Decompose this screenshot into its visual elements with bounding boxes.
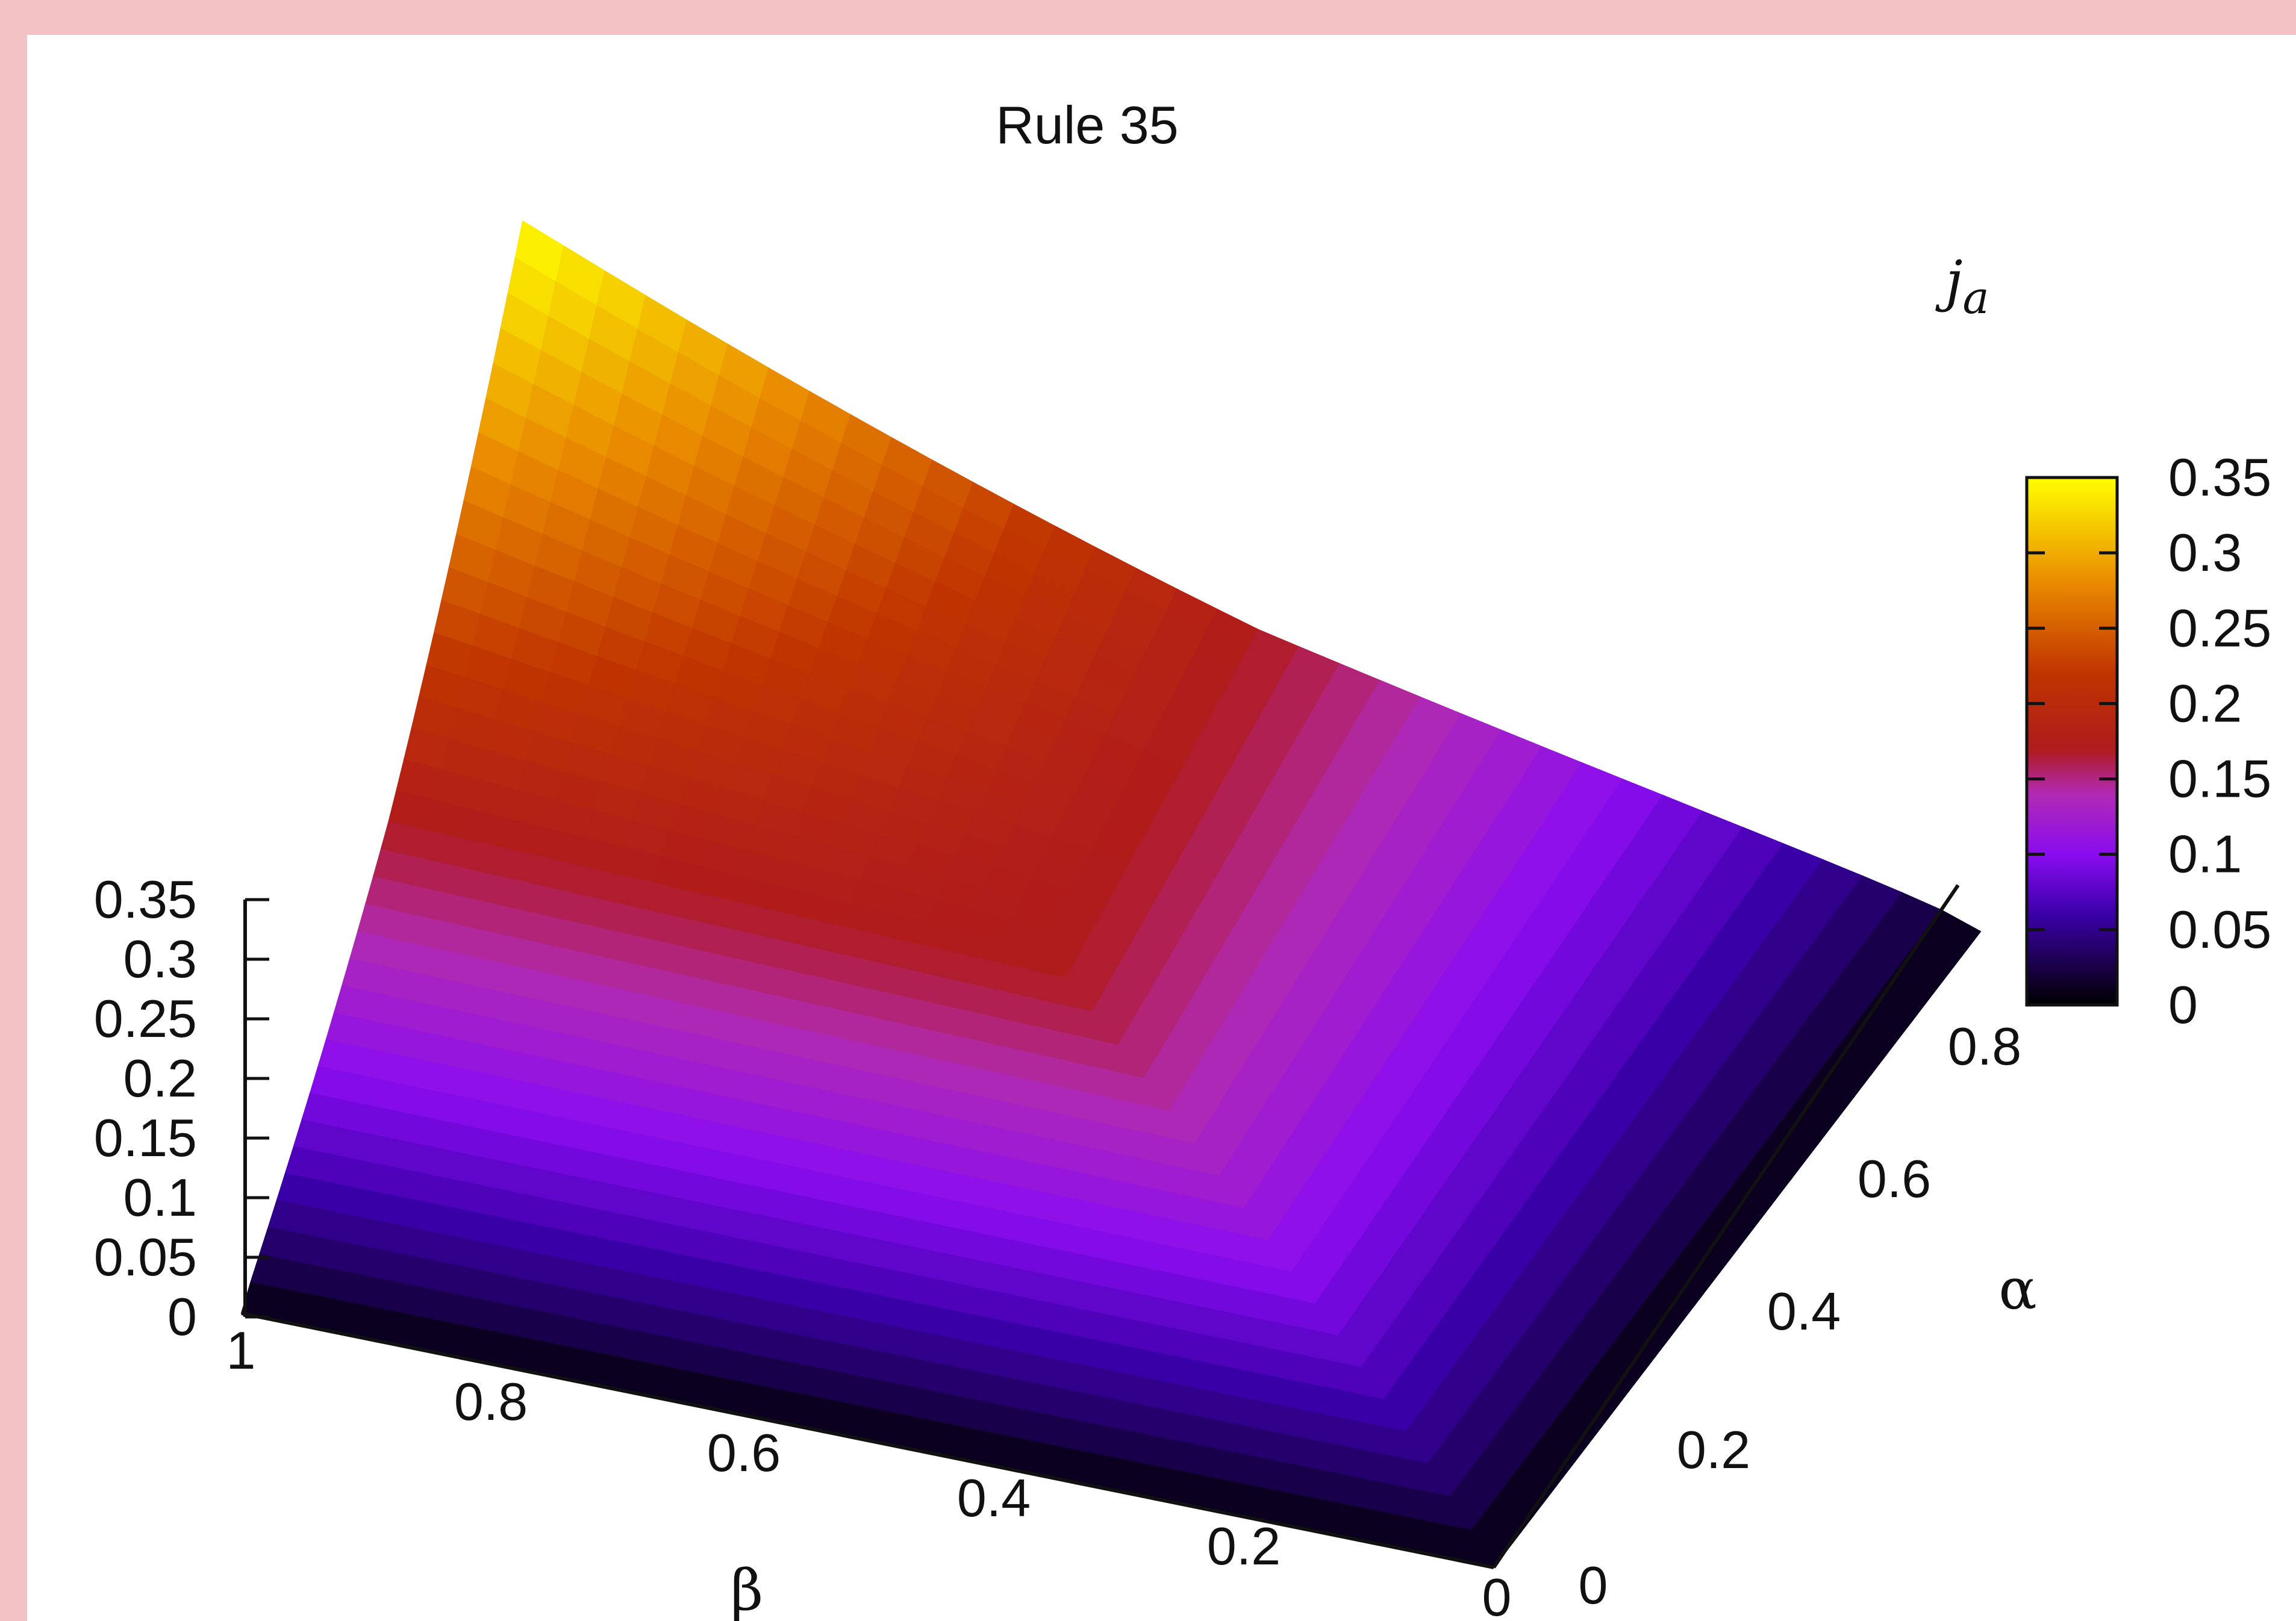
chart-canvas: Rule 35 10.80.60.40.2000.20.40.60.8100.0…	[27, 35, 2296, 1621]
z-tick-label: 0.25	[94, 989, 197, 1048]
x-tick-label: 0.8	[454, 1372, 528, 1431]
x-tick-label: 0	[1482, 1567, 1512, 1621]
y-tick-label: 0.4	[1767, 1281, 1841, 1341]
surface	[240, 220, 1982, 1569]
colorbar-gradient	[2025, 476, 2119, 1007]
x-tick-label: 1	[226, 1321, 256, 1380]
y-tick-label: 0.6	[1858, 1149, 1931, 1209]
colorbar-label: 0.2	[2168, 673, 2242, 733]
z-tick-label: 0.05	[94, 1227, 197, 1287]
colorbar-label: 0.35	[2168, 447, 2271, 507]
z-axis-label-main: j	[1935, 249, 1963, 313]
colorbar-label: 0.05	[2168, 900, 2271, 959]
colorbar-label: 0.15	[2168, 749, 2271, 809]
colorbar-label: 0.25	[2168, 598, 2271, 658]
y-tick-label: 0	[1579, 1555, 1608, 1615]
y-axis-label: α	[1998, 1257, 2036, 1322]
x-tick-label: 0.6	[707, 1423, 781, 1483]
chart-title: Rule 35	[996, 95, 1178, 155]
z-tick-label: 0.2	[123, 1048, 197, 1108]
colorbar: 0 0.05 0.1 0.15 0.2 0.25 0.3 0.35	[2025, 447, 2271, 1035]
z-axis-label: ja	[1935, 249, 1989, 324]
x-axis-label: β	[731, 1558, 763, 1621]
colorbar-label: 0	[2168, 975, 2198, 1035]
z-tick-label: 0.15	[94, 1108, 197, 1168]
z-tick-label: 0.3	[123, 929, 197, 989]
z-axis-label-sub: a	[1963, 272, 1989, 324]
z-tick-label: 0.35	[94, 870, 197, 929]
y-tick-label: 0.2	[1677, 1420, 1750, 1479]
y-tick-label: 0.8	[1948, 1016, 2021, 1076]
x-tick-label: 0.4	[957, 1468, 1031, 1528]
colorbar-label: 0.1	[2168, 824, 2242, 884]
x-axis-line	[241, 1311, 1494, 1569]
surface-plot: Rule 35 10.80.60.40.2000.20.40.60.8100.0…	[94, 95, 2272, 1621]
colorbar-label: 0.3	[2168, 523, 2242, 582]
z-tick-label: 0.1	[123, 1168, 197, 1227]
z-tick-label: 0	[167, 1287, 197, 1346]
y-axis-line	[1492, 884, 1960, 1569]
x-tick-label: 0.2	[1207, 1516, 1281, 1576]
